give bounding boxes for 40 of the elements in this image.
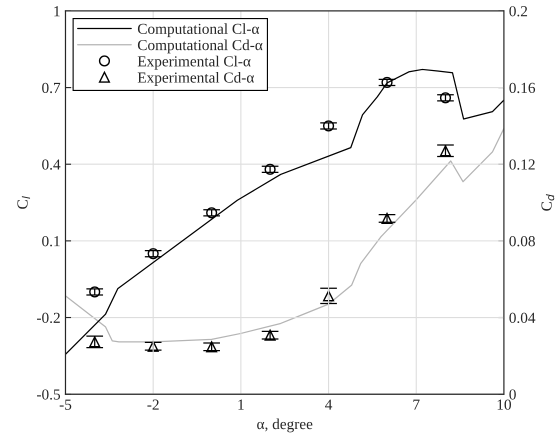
y2-tick-label: 0.12	[509, 159, 535, 170]
point	[381, 212, 393, 224]
y-tick-label: 0.4	[42, 159, 60, 170]
legend-label: Computational Cl-α	[138, 23, 260, 38]
y2-tick-label: 0	[509, 389, 516, 400]
point	[440, 145, 452, 156]
point	[323, 120, 334, 132]
legend-label: Experimental Cd-α	[138, 72, 254, 86]
point	[89, 336, 100, 348]
x-tick-label: 4	[325, 400, 332, 410]
point	[148, 248, 159, 260]
legend-label: Computational Cd-α	[138, 39, 262, 54]
y-tick-label: 1	[54, 6, 60, 16]
x-tick-label: 1	[238, 400, 244, 410]
point	[381, 76, 393, 88]
x-tick-label: -5	[60, 400, 72, 410]
y2-tick-label: 0.04	[509, 312, 536, 324]
x-tick-label: 7	[413, 400, 420, 410]
y-axis-title: C$_{l}$	[17, 196, 30, 209]
y-tick-label: -0.5	[37, 389, 60, 400]
point	[264, 330, 276, 341]
y-tick-label: 0.1	[42, 236, 60, 246]
legend-label: Experimental Cl-α	[138, 56, 251, 70]
x-tick-label: 10	[498, 399, 511, 410]
point	[89, 286, 100, 298]
y2-axis-title: C$_{d}$	[541, 194, 554, 211]
line-series	[65, 68, 504, 355]
point	[323, 290, 334, 302]
y2-tick-label: 0.2	[509, 6, 528, 16]
y2-tick-label: 0.08	[509, 236, 535, 246]
x-axis-title: α, degree	[257, 418, 312, 432]
point	[264, 164, 276, 175]
point	[440, 92, 452, 104]
point	[206, 207, 218, 218]
y-tick-label: 0.7	[42, 82, 60, 94]
y2-tick-label: 0.16	[509, 82, 536, 94]
y-tick-label: -0.2	[37, 312, 60, 324]
point	[148, 340, 159, 352]
x-tick-label: -2	[147, 400, 159, 410]
point	[206, 341, 218, 352]
